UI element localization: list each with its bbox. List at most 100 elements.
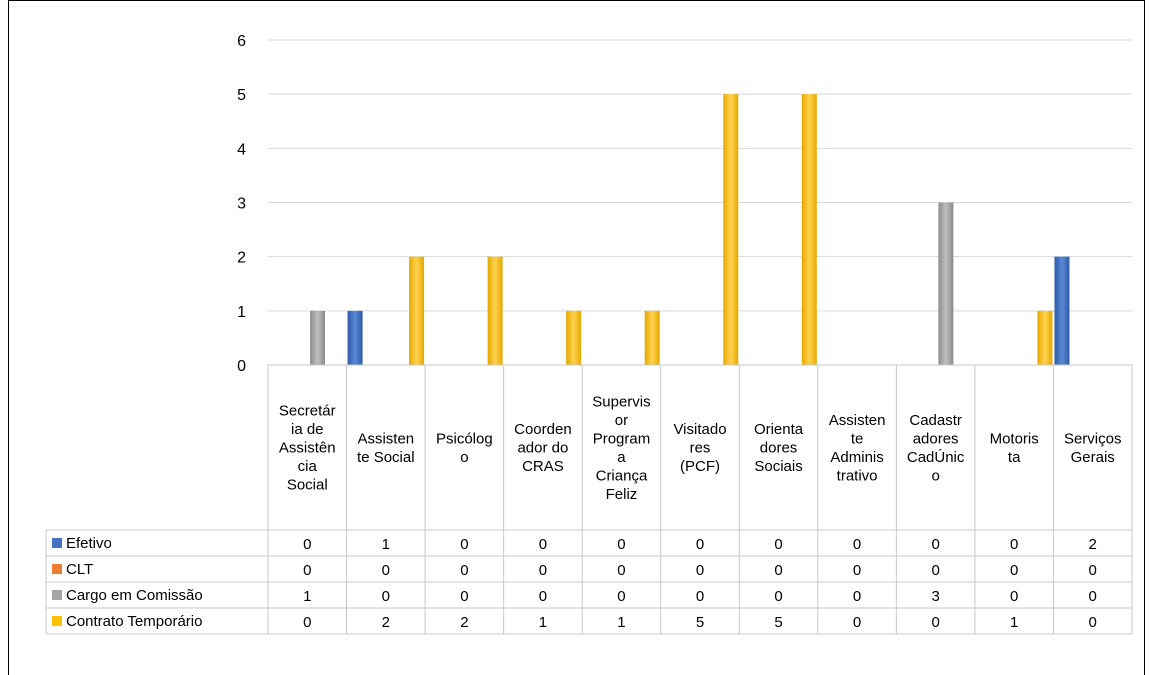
category-label: Cadastr adores CadÚnic o xyxy=(907,412,965,485)
table-cell-value: 0 xyxy=(853,614,861,631)
category-label-line: Coorden xyxy=(514,421,572,438)
table-cell-value: 0 xyxy=(696,536,704,553)
category-label: Secretár ia de Assistên cia Social xyxy=(279,403,336,494)
category-label-line: Serviços xyxy=(1064,430,1122,447)
category-label-line: Gerais xyxy=(1071,449,1115,466)
y-tick-label: 5 xyxy=(237,87,246,104)
table-cell-value: 2 xyxy=(460,614,468,631)
category-label: Visitado res (PCF) xyxy=(673,421,726,475)
category-label-line: res xyxy=(690,440,711,457)
gridlines xyxy=(268,39,1132,366)
table-cell-value: 0 xyxy=(931,536,939,553)
category-label-line: te Social xyxy=(357,449,415,466)
table-cell-value: 1 xyxy=(1010,614,1018,631)
bars xyxy=(310,94,1070,366)
category-label-line: Assisten xyxy=(357,430,414,447)
bar-contrato-temporário xyxy=(723,94,739,366)
legend-label: Cargo em Comissão xyxy=(66,587,203,604)
category-label-line: Social xyxy=(287,477,328,494)
table-cell-value: 0 xyxy=(853,562,861,579)
table-cell-value: 1 xyxy=(539,614,547,631)
table-cell-value: 0 xyxy=(853,536,861,553)
bar-contrato-temporário xyxy=(1037,310,1053,365)
category-label-line: o xyxy=(460,449,468,466)
table-cell-value: 0 xyxy=(931,562,939,579)
category-label-line: cia xyxy=(298,458,318,475)
table-cell-value: 0 xyxy=(774,562,782,579)
table-cell-value: 0 xyxy=(303,536,311,553)
category-label-line: o xyxy=(931,467,939,484)
legend-swatch xyxy=(52,564,62,574)
table-cell-value: 1 xyxy=(382,536,390,553)
category-label-line: Assistên xyxy=(279,440,336,457)
bar-cargo-em-comissão xyxy=(938,202,954,365)
y-tick-label: 3 xyxy=(237,196,246,213)
table-cell-value: 5 xyxy=(774,614,782,631)
category-label-line: trativo xyxy=(837,467,878,484)
table-cell-value: 0 xyxy=(1010,536,1018,553)
table-cell-value: 0 xyxy=(382,588,390,605)
category-label-line: Sociais xyxy=(754,458,802,475)
table-cell-value: 5 xyxy=(696,614,704,631)
category-label-line: Psicólog xyxy=(436,430,493,447)
bar-efetivo xyxy=(1054,256,1070,365)
y-tick-label: 4 xyxy=(237,141,246,158)
table-cell-value: 0 xyxy=(1010,562,1018,579)
table-cell-value: 0 xyxy=(460,562,468,579)
category-label-line: Program xyxy=(593,430,651,447)
table-cell-value: 0 xyxy=(617,536,625,553)
table-cell-value: 0 xyxy=(617,588,625,605)
bar-cargo-em-comissão xyxy=(310,310,326,365)
table-cell-value: 0 xyxy=(460,588,468,605)
category-label: Psicólog o xyxy=(436,430,493,466)
table-cell-value: 0 xyxy=(539,562,547,579)
y-tick-label: 0 xyxy=(237,358,246,375)
bar-contrato-temporário xyxy=(566,310,582,365)
category-label: Coorden ador do CRAS xyxy=(514,421,572,475)
category-label-line: dores xyxy=(760,440,798,457)
table-cell-value: 0 xyxy=(931,614,939,631)
category-label-line: Cadastr xyxy=(909,412,962,429)
table-cell-value: 2 xyxy=(382,614,390,631)
category-label-line: adores xyxy=(913,430,959,447)
y-tick-label: 6 xyxy=(237,33,246,50)
table-cell-value: 0 xyxy=(617,562,625,579)
table-cell-value: 0 xyxy=(303,562,311,579)
y-axis-ticks: 0 1 2 3 4 5 6 xyxy=(237,33,246,375)
category-label-line: Motoris xyxy=(990,430,1039,447)
table-cell-value: 0 xyxy=(1089,614,1097,631)
table-cell-value: 0 xyxy=(539,536,547,553)
y-tick-label: 1 xyxy=(237,304,246,321)
legend-label: Contrato Temporário xyxy=(66,613,202,630)
y-tick-label: 2 xyxy=(237,250,246,267)
table-cell-value: 0 xyxy=(460,536,468,553)
table-cell-value: 0 xyxy=(1089,562,1097,579)
table-cell-value: 0 xyxy=(303,614,311,631)
category-label: Motoris ta xyxy=(990,430,1039,466)
legend-label: CLT xyxy=(66,561,93,578)
category-label-line: Criança xyxy=(596,467,648,484)
bar-efetivo xyxy=(347,310,363,365)
table-cell-value: 3 xyxy=(931,588,939,605)
category-label-line: (PCF) xyxy=(680,458,720,475)
category-label-line: ador do xyxy=(517,440,568,457)
table-cell-value: 0 xyxy=(382,562,390,579)
bar-contrato-temporário xyxy=(487,256,503,365)
table-cell-value: 0 xyxy=(774,536,782,553)
category-label-line: Orienta xyxy=(754,421,804,438)
category-label: Assisten te Social xyxy=(357,430,415,466)
category-label-line: Adminis xyxy=(830,449,883,466)
category-label: Orienta dores Sociais xyxy=(754,421,804,475)
chart-frame xyxy=(8,0,1145,675)
table-cell-value: 0 xyxy=(1010,588,1018,605)
category-label-line: Supervis xyxy=(592,393,650,410)
table-cell-value: 0 xyxy=(853,588,861,605)
category-label-line: CadÚnic xyxy=(907,449,965,466)
bar-contrato-temporário xyxy=(644,310,660,365)
bar-contrato-temporário xyxy=(409,256,425,365)
category-label: Serviços Gerais xyxy=(1064,430,1122,466)
category-label: Supervis or Program a Criança Feliz xyxy=(592,393,650,503)
legend-swatch xyxy=(52,616,62,626)
